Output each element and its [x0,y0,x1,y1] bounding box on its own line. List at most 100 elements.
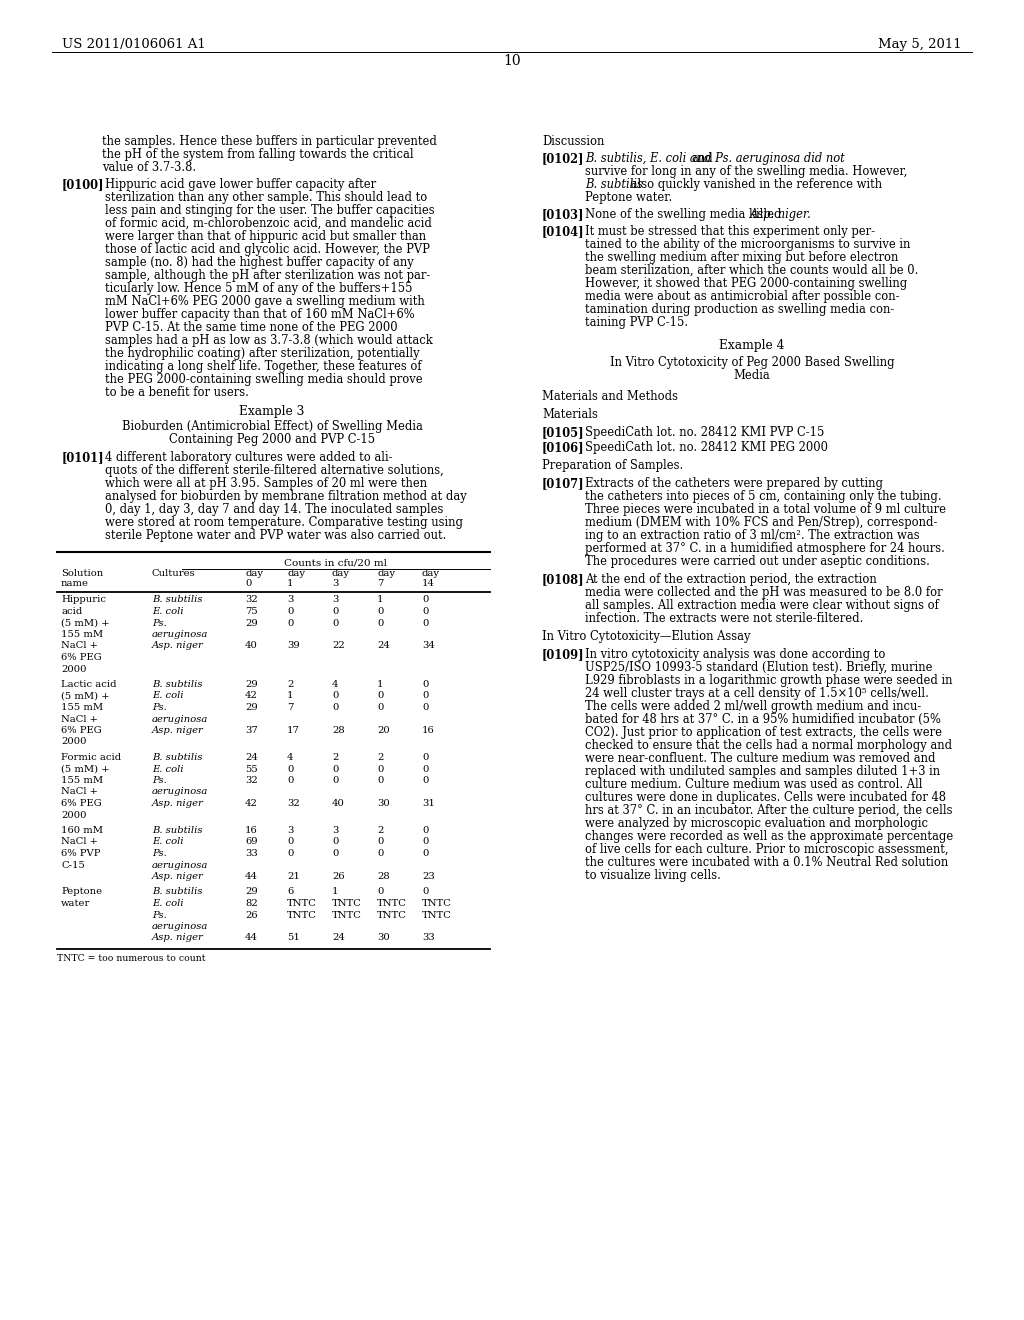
Text: 3: 3 [287,826,293,836]
Text: 2000: 2000 [61,810,86,820]
Text: However, it showed that PEG 2000-containing swelling: However, it showed that PEG 2000-contain… [585,277,907,290]
Text: aeruginosa: aeruginosa [152,714,208,723]
Text: None of the swelling media killed: None of the swelling media killed [585,209,785,220]
Text: (5 mM) +: (5 mM) + [61,692,110,701]
Text: 2: 2 [377,752,383,762]
Text: 26: 26 [332,873,345,880]
Text: 6% PEG: 6% PEG [61,653,101,663]
Text: Asp. niger: Asp. niger [152,726,204,735]
Text: B. subtilis: B. subtilis [152,826,203,836]
Text: of formic acid, m-chlorobenzoic acid, and mandelic acid: of formic acid, m-chlorobenzoic acid, an… [105,216,432,230]
Text: tamination during production as swelling media con-: tamination during production as swelling… [585,304,894,315]
Text: tained to the ability of the microorganisms to survive in: tained to the ability of the microorgani… [585,238,910,251]
Text: 34: 34 [422,642,435,651]
Text: all samples. All extraction media were clear without signs of: all samples. All extraction media were c… [585,599,939,612]
Text: Extracts of the catheters were prepared by cutting: Extracts of the catheters were prepared … [585,477,883,490]
Text: 16: 16 [422,726,435,735]
Text: were near-confluent. The culture medium was removed and: were near-confluent. The culture medium … [585,752,936,766]
Text: beam sterilization, after which the counts would all be 0.: beam sterilization, after which the coun… [585,264,919,277]
Text: 0: 0 [422,619,428,627]
Text: [0108]: [0108] [542,573,585,586]
Text: sample (no. 8) had the highest buffer capacity of any: sample (no. 8) had the highest buffer ca… [105,256,414,269]
Text: Asp. niger: Asp. niger [152,933,204,942]
Text: 0: 0 [422,826,428,836]
Text: Solution: Solution [61,569,103,578]
Text: 3: 3 [287,595,293,605]
Text: Hippuric: Hippuric [61,595,106,605]
Text: 42: 42 [245,692,258,701]
Text: were larger than that of hippuric acid but smaller than: were larger than that of hippuric acid b… [105,230,426,243]
Text: 0, day 1, day 3, day 7 and day 14. The inoculated samples: 0, day 1, day 3, day 7 and day 14. The i… [105,503,443,516]
Text: 37: 37 [245,726,258,735]
Text: water: water [61,899,90,908]
Text: NaCl +: NaCl + [61,642,98,651]
Text: day: day [245,569,263,578]
Text: 39: 39 [287,642,300,651]
Text: sterilization than any other sample. This should lead to: sterilization than any other sample. Thi… [105,191,427,205]
Text: 0: 0 [332,704,338,711]
Text: TNTC: TNTC [422,899,452,908]
Text: 0: 0 [332,764,338,774]
Text: 0: 0 [422,887,428,896]
Text: 33: 33 [245,849,258,858]
Text: 82: 82 [245,899,258,908]
Text: 44: 44 [245,873,258,880]
Text: cultures were done in duplicates. Cells were incubated for 48: cultures were done in duplicates. Cells … [585,791,946,804]
Text: day: day [287,569,305,578]
Text: bated for 48 hrs at 37° C. in a 95% humidified incubator (5%: bated for 48 hrs at 37° C. in a 95% humi… [585,713,941,726]
Text: Three pieces were incubated in a total volume of 9 ml culture: Three pieces were incubated in a total v… [585,503,946,516]
Text: 3: 3 [332,826,338,836]
Text: Bioburden (Antimicrobial Effect) of Swelling Media: Bioburden (Antimicrobial Effect) of Swel… [122,420,423,433]
Text: 0: 0 [377,692,383,701]
Text: (5 mM) +: (5 mM) + [61,619,110,627]
Text: 6: 6 [287,887,293,896]
Text: checked to ensure that the cells had a normal morphology and: checked to ensure that the cells had a n… [585,739,952,752]
Text: Cultures: Cultures [152,569,196,578]
Text: TNTC = too numerous to count: TNTC = too numerous to count [57,954,206,964]
Text: 0: 0 [377,619,383,627]
Text: Ps.: Ps. [152,849,167,858]
Text: 30: 30 [377,933,390,942]
Text: 23: 23 [422,873,435,880]
Text: [0107]: [0107] [542,477,585,490]
Text: Counts in cfu/20 ml: Counts in cfu/20 ml [285,558,387,568]
Text: Ps.: Ps. [152,776,167,785]
Text: to be a benefit for users.: to be a benefit for users. [105,385,249,399]
Text: [0100]: [0100] [62,178,104,191]
Text: B. subtilis: B. subtilis [152,887,203,896]
Text: 0: 0 [377,607,383,616]
Text: C-15: C-15 [61,861,85,870]
Text: replaced with undiluted samples and samples diluted 1+3 in: replaced with undiluted samples and samp… [585,766,940,777]
Text: 3: 3 [332,595,338,605]
Text: 0: 0 [287,619,293,627]
Text: 4 different laboratory cultures were added to ali-: 4 different laboratory cultures were add… [105,451,392,465]
Text: 7: 7 [377,579,383,587]
Text: Preparation of Samples.: Preparation of Samples. [542,459,683,473]
Text: performed at 37° C. in a humidified atmosphere for 24 hours.: performed at 37° C. in a humidified atmo… [585,543,945,554]
Text: mM NaCl+6% PEG 2000 gave a swelling medium with: mM NaCl+6% PEG 2000 gave a swelling medi… [105,294,425,308]
Text: 0: 0 [422,607,428,616]
Text: 0: 0 [287,837,293,846]
Text: those of lactic acid and glycolic acid. However, the PVP: those of lactic acid and glycolic acid. … [105,243,430,256]
Text: 55: 55 [245,764,258,774]
Text: 0: 0 [377,837,383,846]
Text: Formic acid: Formic acid [61,752,121,762]
Text: 2000: 2000 [61,738,86,747]
Text: 6% PEG: 6% PEG [61,726,101,735]
Text: 7: 7 [287,704,293,711]
Text: indicating a long shelf life. Together, these features of: indicating a long shelf life. Together, … [105,360,422,374]
Text: SpeediCath lot. no. 28412 KMI PVP C-15: SpeediCath lot. no. 28412 KMI PVP C-15 [585,426,824,440]
Text: 75: 75 [245,607,258,616]
Text: were stored at room temperature. Comparative testing using: were stored at room temperature. Compara… [105,516,463,529]
Text: 0: 0 [377,764,383,774]
Text: which were all at pH 3.95. Samples of 20 ml were then: which were all at pH 3.95. Samples of 20… [105,477,427,490]
Text: 40: 40 [245,642,258,651]
Text: TNTC: TNTC [422,911,452,920]
Text: medium (DMEM with 10% FCS and Pen/Strep), correspond-: medium (DMEM with 10% FCS and Pen/Strep)… [585,516,937,529]
Text: analysed for bioburden by membrane filtration method at day: analysed for bioburden by membrane filtr… [105,490,467,503]
Text: sterile Peptone water and PVP water was also carried out.: sterile Peptone water and PVP water was … [105,529,446,543]
Text: 31: 31 [422,799,435,808]
Text: of live cells for each culture. Prior to microscopic assessment,: of live cells for each culture. Prior to… [585,843,948,855]
Text: SpeediCath lot. no. 28412 KMI PEG 2000: SpeediCath lot. no. 28412 KMI PEG 2000 [585,441,828,454]
Text: 160 mM: 160 mM [61,826,103,836]
